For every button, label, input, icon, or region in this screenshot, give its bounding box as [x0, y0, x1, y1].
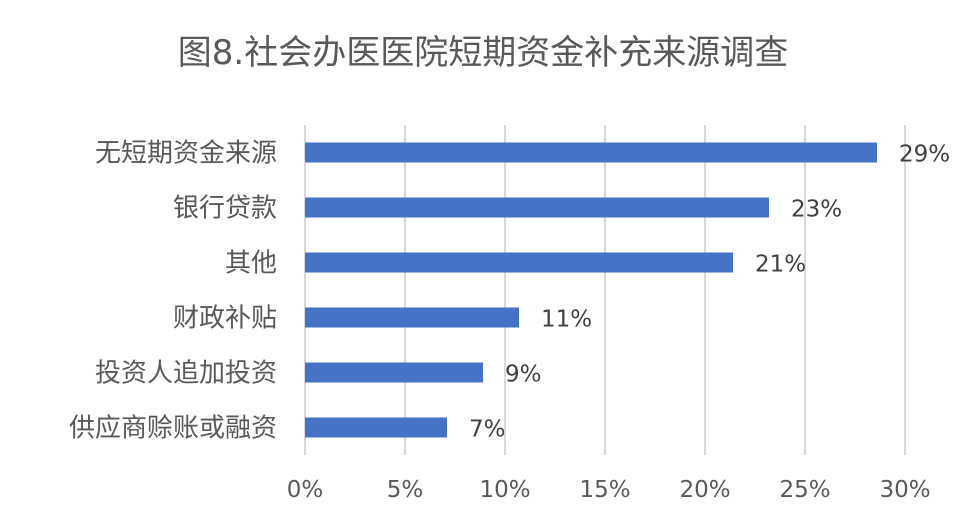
data-label: 21% — [755, 252, 806, 278]
bar — [305, 362, 483, 383]
bar — [305, 307, 519, 328]
data-label: 23% — [791, 197, 842, 223]
bar — [305, 197, 769, 218]
category-label: 供应商赊账或融资 — [69, 414, 277, 444]
bar — [305, 417, 447, 438]
chart-title: 图8.社会办医医院短期资金补充来源调查 — [178, 33, 788, 73]
category-label: 无短期资金来源 — [95, 139, 277, 169]
category-label: 其他 — [225, 249, 277, 279]
data-label: 11% — [541, 307, 592, 333]
category-label: 银行贷款 — [173, 194, 277, 224]
bar — [305, 252, 733, 273]
x-tick-label: 15% — [579, 477, 630, 503]
x-tick-label: 10% — [479, 477, 530, 503]
data-label: 9% — [505, 362, 542, 388]
gridlines — [304, 125, 906, 455]
data-labels: 29% 23% 21% 11% 9% 7% — [469, 142, 950, 443]
data-label: 7% — [469, 417, 506, 443]
bars — [305, 142, 877, 438]
category-label: 财政补贴 — [173, 304, 277, 334]
x-tick-label: 5% — [387, 477, 424, 503]
data-label: 29% — [899, 142, 950, 168]
x-axis-tick-labels: 0% 5% 10% 15% 20% 25% 30% — [287, 477, 931, 503]
x-tick-label: 30% — [879, 477, 930, 503]
bar — [305, 142, 877, 163]
x-tick-label: 0% — [287, 477, 324, 503]
category-label: 投资人追加投资 — [95, 359, 277, 389]
x-tick-label: 20% — [679, 477, 730, 503]
x-tick-label: 25% — [779, 477, 830, 503]
